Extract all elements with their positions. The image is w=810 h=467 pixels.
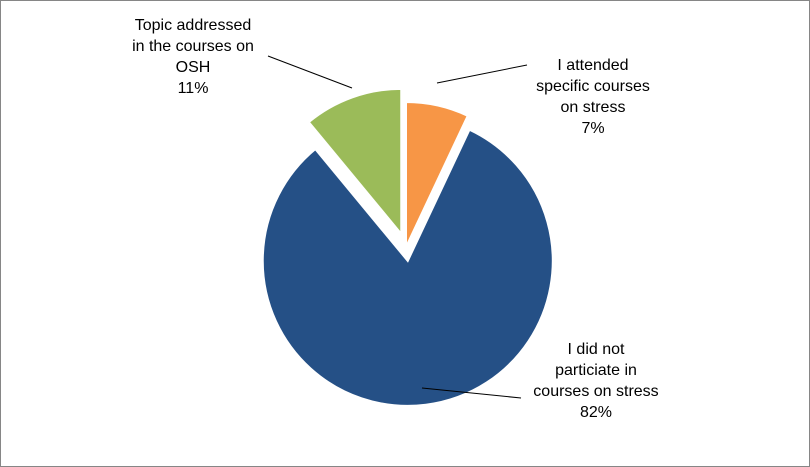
- data-label-did_not: I did not particiate in courses on stress 8…: [533, 341, 658, 421]
- data-label-line-attended: specific courses: [536, 78, 650, 95]
- data-label-line-did_not: I did not: [568, 341, 625, 358]
- data-label-line-did_not: particiate in: [555, 362, 637, 379]
- data-label-line-osh: in the courses on: [132, 38, 254, 55]
- data-label-line-osh: Topic addressed: [135, 17, 252, 34]
- data-labels: I attended specific courses on stress 7% I d…: [132, 17, 659, 421]
- data-label-value-did_not: 82%: [580, 404, 612, 421]
- leader-line-attended: [436, 64, 528, 84]
- data-label-value-attended: 7%: [581, 120, 604, 137]
- pie-slice-osh: [307, 87, 403, 237]
- pie-slice-did_not: [261, 128, 554, 407]
- pie-slice-attended: [405, 100, 470, 248]
- data-label-attended: I attended specific courses on stress 7%: [536, 57, 650, 137]
- pie-slices: [261, 87, 554, 407]
- data-label-line-attended: I attended: [557, 57, 628, 74]
- leader-lines: [267, 55, 528, 399]
- leader-line-osh: [267, 55, 353, 89]
- data-label-osh: Topic addressed in the courses on OSH 11%: [132, 17, 254, 97]
- data-label-line-did_not: courses on stress: [533, 383, 658, 400]
- data-label-value-osh: 11%: [178, 80, 209, 97]
- data-label-line-attended: on stress: [561, 99, 626, 116]
- leader-line-did_not: [421, 387, 522, 399]
- data-label-line-osh: OSH: [176, 59, 211, 76]
